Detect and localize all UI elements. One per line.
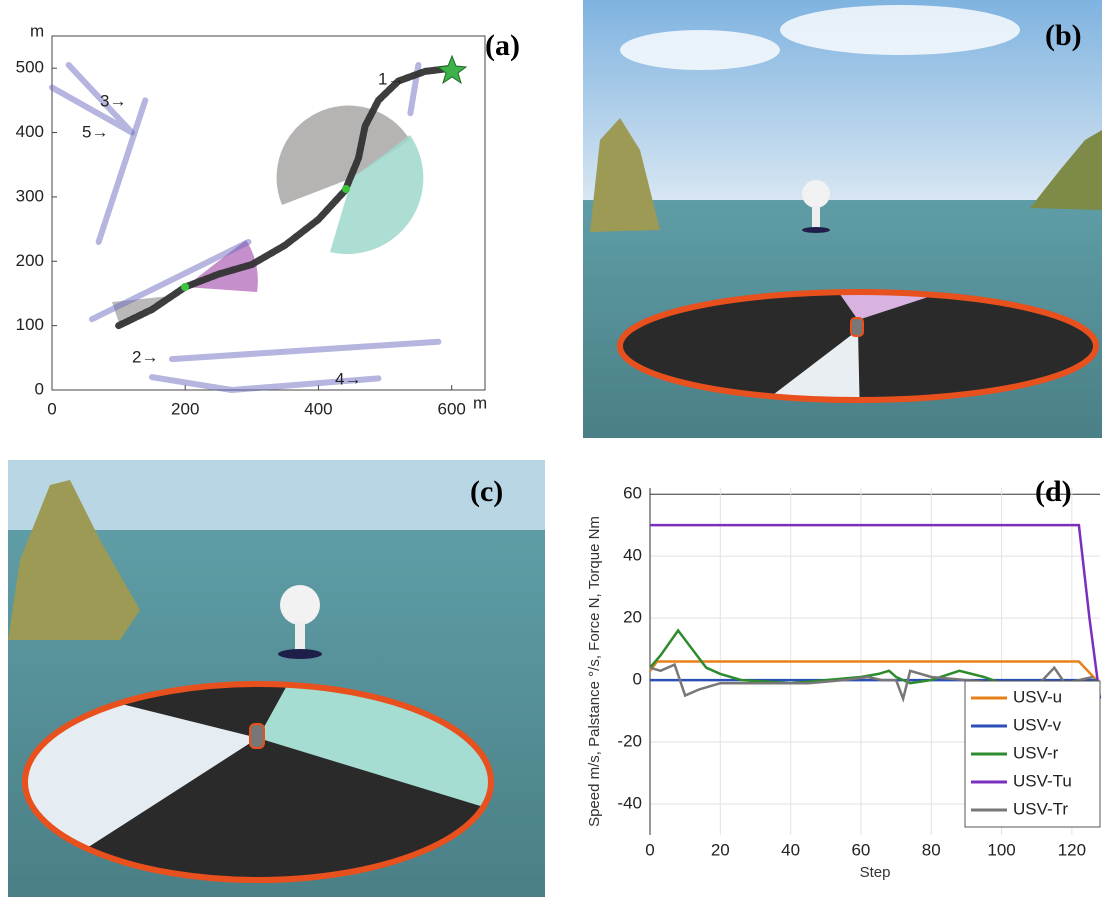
y-tick-label: 100	[16, 315, 44, 334]
x-tick-label: 120	[1058, 840, 1086, 859]
y-tick-label: 400	[16, 122, 44, 141]
plot-d: -40 -20 0 20 40 60 0 20 40 60 80 100 120 Step Speed m/…	[586, 484, 1100, 881]
x-axis-label: m	[473, 393, 487, 412]
render-b	[583, 0, 1102, 438]
legend-label: USV-u	[1013, 687, 1062, 706]
x-tick-label: 60	[851, 840, 870, 859]
x-tick-label: 0	[645, 840, 654, 859]
x-tick-label: 80	[922, 840, 941, 859]
y-tick-label: 60	[623, 484, 642, 503]
panel-label: (c)	[470, 475, 503, 508]
render-c	[8, 460, 545, 897]
x-tick-label: 0	[47, 399, 56, 418]
y-tick-label: -20	[617, 732, 642, 751]
y-tick-label: -40	[617, 794, 642, 813]
obstacle-track	[172, 342, 438, 359]
x-tick-label: 600	[438, 399, 466, 418]
figure: 02004006000100200300400500mm 1→ 2→ 3→ 4→…	[0, 0, 1102, 897]
annotation: 3→	[100, 91, 126, 110]
legend-label: USV-Tu	[1013, 771, 1072, 790]
y-tick-label: 500	[16, 58, 44, 77]
y-tick-label: 300	[16, 186, 44, 205]
page: {"chart_data": [ {"type": "trajectory", …	[0, 0, 1102, 902]
y-axis-label: m	[30, 21, 44, 40]
legend-label: USV-Tr	[1013, 799, 1068, 818]
annotation: 2→	[132, 347, 158, 366]
x-tick-label: 400	[304, 399, 332, 418]
y-tick-label: 200	[16, 251, 44, 270]
y-tick-label: 0	[633, 670, 642, 689]
y-axis-label: Speed m/s, Palstance °/s, Force N, Torqu…	[586, 516, 603, 827]
annotation: 5→	[82, 122, 108, 141]
y-tick-label: 40	[623, 546, 642, 565]
x-tick-label: 200	[171, 399, 199, 418]
plot-a: 0 200 400 600 0 100 200 300 400 500 m m	[16, 21, 488, 418]
x-tick-label: 100	[987, 840, 1015, 859]
panel-label: (d)	[1035, 475, 1072, 508]
legend-label: USV-v	[1013, 715, 1062, 734]
x-tick-label: 20	[711, 840, 730, 859]
panel-label: (b)	[1045, 19, 1082, 52]
sectors-a	[112, 106, 423, 326]
x-axis-label: Step	[860, 864, 891, 881]
x-tick-label: 40	[781, 840, 800, 859]
annotation: 1→	[378, 69, 404, 88]
axes-box	[52, 36, 485, 390]
legend-label: USV-r	[1013, 743, 1059, 762]
y-tick-label: 20	[623, 608, 642, 627]
panel-label: (a)	[485, 29, 520, 62]
annotation: 4→	[335, 369, 361, 388]
y-tick-label: 0	[35, 379, 44, 398]
